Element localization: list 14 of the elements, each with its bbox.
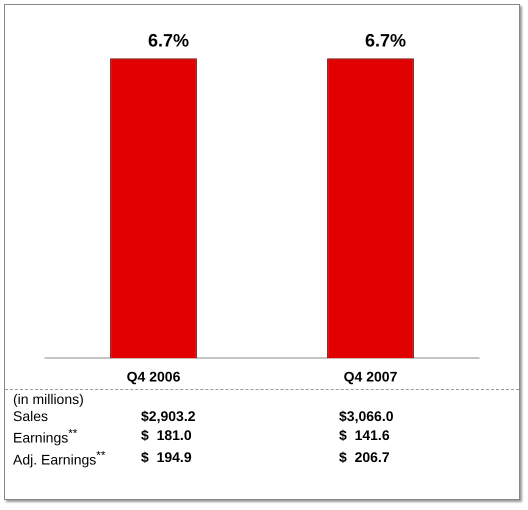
text: $ 181.0 (140, 426, 193, 446)
text: $ 194.9 (140, 448, 193, 467)
text: $ 141.6 (338, 426, 391, 446)
x-tick-label: Q4 2007 (344, 368, 398, 384)
data-label: 6.7% (148, 30, 190, 50)
text: $2,903.2 (140, 408, 196, 425)
text: $ 206.7 (338, 448, 391, 467)
text: Sales (12, 408, 50, 425)
text: Earnings$^{**}$ (12, 426, 78, 447)
text: (in millions) (12, 391, 85, 408)
x-tick-label: Q4 2006 (126, 368, 181, 384)
data-label: 6.7% (364, 30, 406, 50)
text: Adj. Earnings$^{**}$ (12, 448, 106, 468)
text: $3,066.0 (338, 408, 394, 425)
